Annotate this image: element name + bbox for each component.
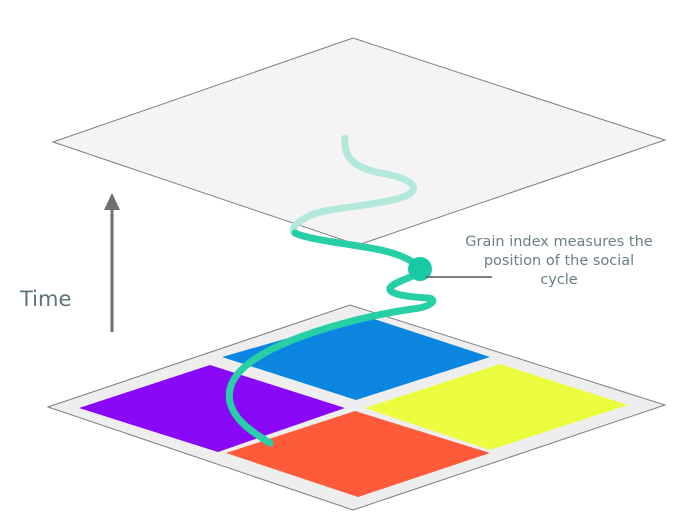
quadrant-yellow bbox=[365, 364, 628, 450]
quadrant-blue bbox=[222, 316, 490, 400]
grain-index-annotation: Grain index measures the position of the… bbox=[465, 234, 653, 288]
quadrant-red bbox=[226, 411, 490, 497]
quadrant-purple bbox=[79, 365, 345, 452]
grain-index-marker bbox=[408, 257, 432, 281]
top-plane bbox=[51, 37, 667, 246]
time-label: Time bbox=[20, 287, 72, 311]
social-cycle-path-faded bbox=[289, 134, 417, 237]
bottom-plane bbox=[46, 304, 667, 511]
time-arrow-head bbox=[104, 193, 120, 210]
social-cycle-path bbox=[225, 229, 437, 447]
